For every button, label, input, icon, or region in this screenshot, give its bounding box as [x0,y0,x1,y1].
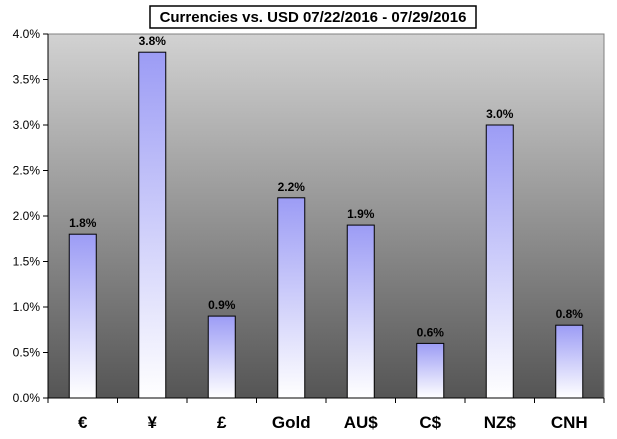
bars: 1.8% 3.8% 0.9% 2.2% 1.9% 0.6% 3.0% 0.8% [68,34,584,399]
bar [416,342,445,399]
y-tick-label: 2.0% [13,209,41,223]
x-category-label: CNH [551,413,588,432]
x-category-label: € [78,413,88,432]
bar-data-label: 0.9% [208,298,236,312]
bar-data-label: 2.2% [278,180,306,194]
y-tick-label: 0.5% [13,346,41,360]
chart-title-box [149,5,477,29]
x-category-label: AU$ [344,413,379,432]
bar-data-label: 0.6% [417,325,445,339]
bar [138,51,167,399]
y-tick-label: 3.0% [13,118,41,132]
y-tick-label: 1.5% [13,255,41,269]
x-category-label: £ [217,413,227,432]
x-category-label: NZ$ [484,413,517,432]
bar-data-label: 3.0% [486,107,514,121]
bar [277,197,306,399]
chart-title-text: Currencies vs. USD 07/22/2016 - 07/29/20… [160,9,467,26]
x-axis: € ¥ £ Gold AU$ C$ NZ$ CNH [47,397,605,432]
bar-data-label: 1.9% [347,207,375,221]
y-tick-label: 1.0% [13,300,41,314]
bar [555,324,584,399]
bar [207,315,236,399]
bar [485,124,514,399]
bar [68,233,97,399]
y-tick-label: 2.5% [13,164,41,178]
x-category-label: Gold [272,413,311,432]
x-category-label: C$ [419,413,441,432]
y-tick-label: 4.0% [13,27,41,41]
bar [346,224,375,399]
bar-data-label: 1.8% [69,216,97,230]
x-category-label: ¥ [148,413,158,432]
y-tick-label: 0.0% [13,391,41,405]
bar-data-label: 3.8% [139,34,167,48]
chart-title: Currencies vs. USD 07/22/2016 - 07/29/20… [149,5,477,29]
plot-area [47,33,605,399]
y-axis: 0.0% 0.5% 1.0% 1.5% 2.0% 2.5% 3.0% 3.5% 4.0% [13,27,49,405]
bar-data-label: 0.8% [556,307,584,321]
y-tick-label: 3.5% [13,73,41,87]
